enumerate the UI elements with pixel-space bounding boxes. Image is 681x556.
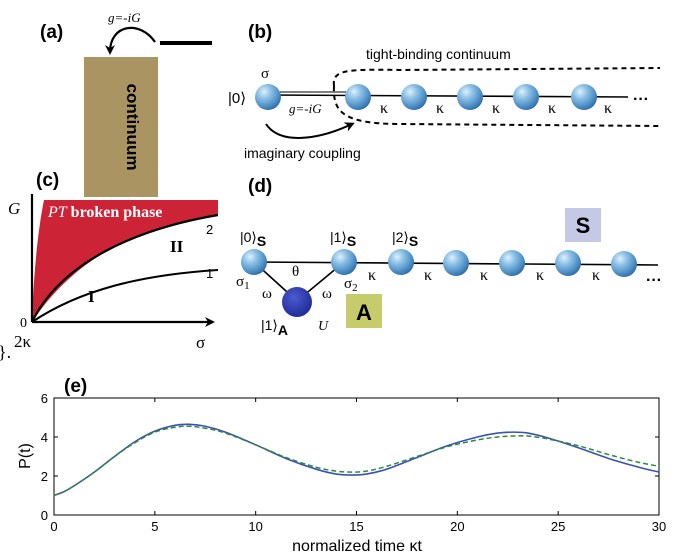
e-lines	[53, 423, 660, 497]
panel-d: (d) S A |0⟩S |1⟩S |2⟩S |1⟩A σ1 σ2 ω ω θ …	[236, 176, 662, 338]
series-line-solid	[53, 423, 660, 497]
panel-d-label: (d)	[248, 176, 272, 197]
panel-c: (c) G σ 0 2κ PT broken phase II I 2 1	[8, 170, 219, 352]
kappa-label: κ	[424, 267, 432, 284]
curve-2	[31, 213, 219, 323]
y-tick-label: 0	[41, 508, 48, 523]
kappa-label: κ	[592, 267, 600, 284]
sigma-label: σ	[261, 66, 269, 82]
imaginary-coupling-label: imaginary coupling	[244, 145, 361, 161]
continuum-title: tight-binding continuum	[366, 46, 511, 62]
ket-2-label: |2⟩S	[392, 229, 418, 249]
kappa-label: κ	[604, 100, 612, 117]
curve-1-label: 1	[206, 266, 213, 281]
x-tick-label: 10	[248, 519, 262, 534]
broken-phase-label: PT broken phase	[47, 204, 162, 221]
ket-A-label: |1⟩A	[261, 317, 288, 338]
continuum-border-top	[332, 67, 661, 87]
x-tick-label: 20	[450, 519, 464, 534]
chain-atom	[555, 250, 581, 276]
c-ylabel: G	[8, 199, 20, 218]
curve-2-label: 2	[206, 222, 213, 237]
continuum-box-label: continuum	[123, 84, 142, 171]
c-origin-y: 0	[20, 316, 27, 331]
c-origin-x: 2κ	[14, 332, 32, 351]
ancilla-atom	[282, 287, 312, 317]
broken-phase-region	[32, 200, 218, 322]
chain-atom	[443, 250, 469, 276]
chain-atom	[345, 84, 371, 110]
panel-e-chart: (e) 0 5 10 15 20 25 30 0 2 4 6 P(t) normalized tim…	[17, 376, 666, 555]
kappa-label: κ	[536, 267, 544, 284]
kappa-label: κ	[368, 267, 376, 284]
panel-c-label: (c)	[36, 170, 59, 191]
region-II: II	[170, 237, 184, 256]
imaginary-coupling-arrow	[265, 122, 355, 139]
x-tick-label: 0	[50, 519, 57, 534]
site-2	[388, 249, 414, 275]
chain-atom	[571, 84, 597, 110]
x-tick-label: 5	[151, 519, 158, 534]
kappa-label: κ	[492, 100, 500, 117]
A-box-label: A	[356, 300, 372, 325]
y-tick-label: 6	[41, 391, 48, 406]
panel-a-label: (a)	[40, 22, 63, 43]
x-tick-label: 25	[551, 519, 565, 534]
omega-2-label: ω	[322, 286, 332, 302]
chain-atom	[611, 251, 637, 277]
kappa-label: κ	[436, 100, 444, 117]
S-box	[565, 208, 601, 242]
e-ylabel: P(t)	[17, 443, 34, 469]
chain-atom	[513, 84, 539, 110]
panel-a-coupling: g=-iG	[108, 10, 141, 25]
panel-b: (b) tight-binding continuum |0⟩ σ g=-iG …	[228, 22, 661, 161]
panel-b-coupling: g=-iG	[289, 101, 322, 116]
site-0	[241, 249, 267, 275]
c-xlabel: σ	[196, 333, 205, 352]
x-tick-label: 15	[349, 519, 363, 534]
y-tick-label: 2	[41, 469, 48, 484]
U-label: U	[318, 319, 329, 334]
e-ticks: 0 5 10 15 20 25 30 0 2 4 6	[41, 391, 666, 534]
sigma1-label: σ1	[236, 274, 250, 292]
panel-e-label: (e)	[64, 376, 87, 397]
chain-ellipsis: ···	[633, 91, 649, 108]
ket-0-label: |0⟩S	[240, 229, 266, 249]
ket-0: |0⟩	[228, 90, 246, 107]
e-xlabel: normalized time κt	[292, 538, 422, 555]
kappa-label: κ	[548, 100, 556, 117]
kappa-label: κ	[380, 100, 388, 117]
S-box-label: S	[576, 213, 591, 238]
omega-1-label: ω	[262, 286, 272, 302]
e-plot-frame	[53, 397, 660, 516]
region-I: I	[88, 287, 95, 306]
continuum-border-bottom	[332, 85, 661, 127]
chain-atom	[401, 84, 427, 110]
series-line-dashed	[53, 425, 660, 497]
stray-brace: }.	[0, 342, 11, 362]
panel-a: (a) continuum g=-iG	[40, 10, 212, 197]
kappa-label: κ	[480, 267, 488, 284]
atom-0	[255, 84, 281, 110]
curve-1	[31, 269, 219, 323]
d-chain-ellipsis: ···	[646, 272, 662, 289]
chain-atom	[457, 84, 483, 110]
continuum-box	[84, 57, 158, 197]
sigma2-label: σ2	[344, 276, 358, 294]
y-tick-label: 4	[41, 430, 48, 445]
theta-label: θ	[292, 264, 299, 280]
x-tick-label: 30	[652, 519, 666, 534]
site-1	[331, 249, 357, 275]
panel-b-label: (b)	[248, 22, 272, 43]
ket-1-label: |1⟩S	[330, 229, 356, 249]
A-box	[346, 294, 382, 328]
coupling-arrow	[105, 26, 156, 55]
chain-line	[267, 94, 629, 98]
chain-atom	[499, 250, 525, 276]
